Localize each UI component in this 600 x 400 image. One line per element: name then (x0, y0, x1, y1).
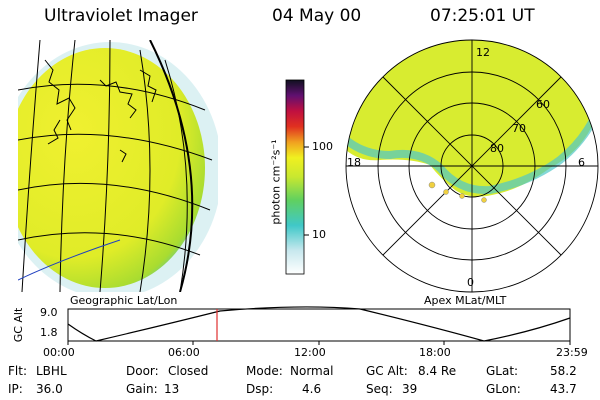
altitude-curve (67, 306, 571, 342)
filter-label: Flt: (8, 364, 27, 378)
polar-caption: Apex MLat/MLT (424, 294, 507, 307)
instrument-title: Ultraviolet Imager (44, 6, 198, 26)
orbit-axis-label: GC Alt (11, 307, 25, 343)
dsp-label: Dsp: (246, 382, 274, 396)
geographic-caption: Geographic Lat/Lon (70, 294, 178, 307)
gcalt-label: GC Alt: (366, 364, 408, 378)
seq-label: Seq: (366, 382, 393, 396)
mlat-70-label: 70 (512, 122, 526, 135)
orbit-ytick-max: 9.0 (40, 306, 58, 319)
mode-label: Mode: (246, 364, 283, 378)
mode-value: Normal (290, 364, 334, 378)
orbit-xtick-2359: 23:59 (556, 346, 588, 359)
colorbar-tick-10: 10 (312, 228, 326, 241)
mlt-18-label: 18 (347, 156, 361, 169)
door-label: Door: (126, 364, 159, 378)
orbit-xtick-1800: 18:00 (419, 346, 451, 359)
filter-value: LBHL (36, 364, 67, 378)
colorbar-tick-100: 100 (312, 140, 333, 153)
gain-value: 13 (164, 382, 180, 396)
gcalt-value: 8.4 Re (418, 364, 457, 378)
mlt-12-label: 12 (476, 46, 490, 59)
seq-value: 39 (402, 382, 418, 396)
mlat-60-label: 60 (536, 98, 550, 111)
date-label: 04 May 00 (272, 6, 362, 26)
mlt-0-label: 0 (467, 276, 474, 289)
geo-grid (18, 40, 213, 292)
orbit-xtick-0600: 06:00 (168, 346, 200, 359)
ip-label: IP: (8, 382, 23, 396)
orbit-xtick-1200: 12:00 (294, 346, 326, 359)
gain-label: Gain: (126, 382, 158, 396)
polar-grid (345, 39, 599, 293)
coastlines (44, 59, 157, 163)
mlt-6-label: 6 (578, 156, 585, 169)
glon-value: 43.7 (550, 382, 577, 396)
time-label: 07:25:01 UT (430, 6, 535, 26)
glat-value: 58.2 (550, 364, 577, 378)
mlat-80-label: 80 (490, 142, 504, 155)
glon-label: GLon: (486, 382, 521, 396)
door-value: Closed (168, 364, 209, 378)
glat-label: GLat: (486, 364, 519, 378)
earth-disk (18, 48, 205, 288)
orbit-ytick-min: 1.8 (40, 326, 58, 339)
ip-value: 36.0 (36, 382, 63, 396)
dsp-value: 4.6 (302, 382, 322, 396)
orbit-xtick-0000: 00:00 (43, 346, 75, 359)
